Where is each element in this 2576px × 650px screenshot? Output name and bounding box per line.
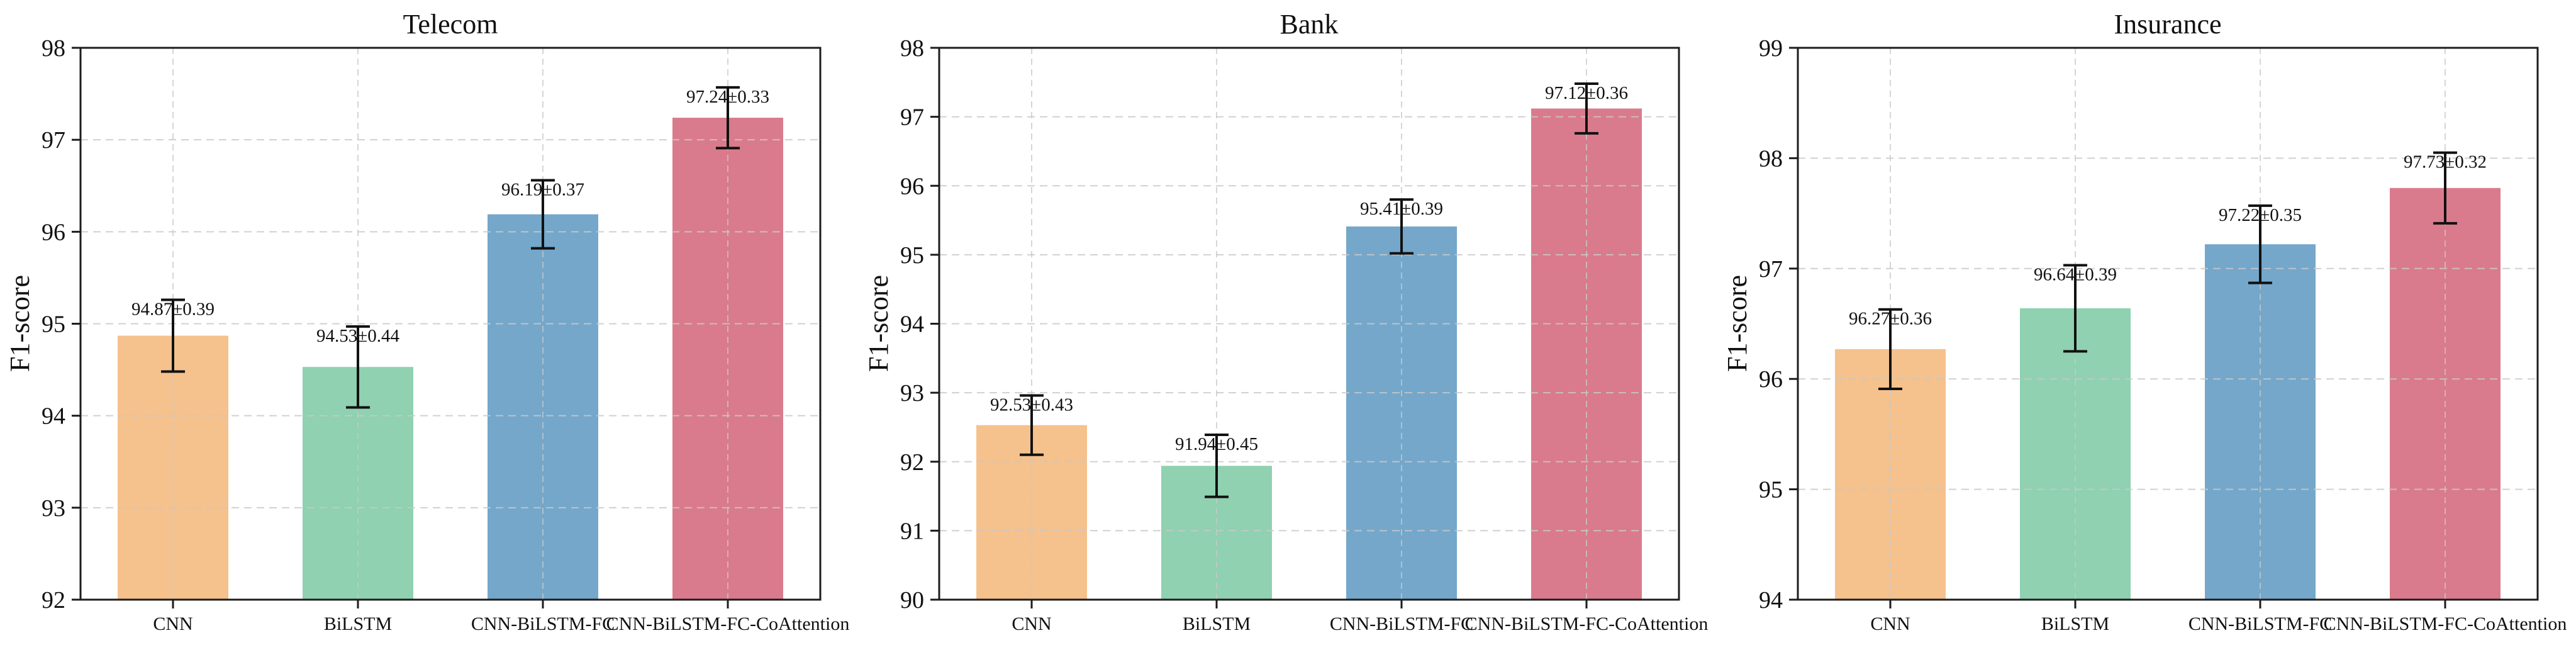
bar-value-label: 91.94±0.45 bbox=[1175, 434, 1258, 454]
x-tick-label: CNN-BiLSTM-FC-CoAttention bbox=[606, 614, 850, 634]
x-tick-label: BiLSTM bbox=[324, 614, 392, 634]
y-tick-label: 99 bbox=[1759, 35, 1783, 62]
x-tick-label: BiLSTM bbox=[1183, 614, 1251, 634]
chart-title-insurance: Insurance bbox=[2114, 9, 2222, 40]
x-tick-label: CNN-BiLSTM-FC-CoAttention bbox=[1465, 614, 1709, 634]
telecom-bar-chart: 94.87±0.39 94.53±0.44 96.19±0.37 97.24±0.33… bbox=[42, 35, 850, 634]
y-tick-label: 95 bbox=[900, 242, 924, 269]
x-tick-label: CNN-BiLSTM-FC-CoAttention bbox=[2324, 614, 2567, 634]
y-tick-label: 91 bbox=[900, 518, 924, 544]
bar-value-label: 95.41±0.39 bbox=[1360, 199, 1443, 219]
y-tick-label: 95 bbox=[1759, 477, 1783, 503]
y-tick-label: 92 bbox=[900, 449, 924, 476]
bar-value-label: 97.12±0.36 bbox=[1545, 83, 1628, 103]
y-tick-label: 96 bbox=[42, 219, 65, 245]
bank-bar-chart: 92.53±0.43 91.94±0.45 95.41±0.39 97.12±0.36… bbox=[900, 35, 1709, 634]
insurance-bar-chart: 96.27±0.36 96.64±0.39 97.22±0.35 97.73±0.32… bbox=[1759, 35, 2567, 634]
y-tick-label: 93 bbox=[42, 495, 65, 522]
y-tick-label: 94 bbox=[900, 311, 924, 338]
y-tick-label: 97 bbox=[1759, 256, 1783, 283]
x-tick-label: CNN-BiLSTM-FC bbox=[1330, 614, 1473, 634]
chart-title-telecom: Telecom bbox=[403, 9, 498, 40]
plot-border bbox=[1797, 47, 2539, 601]
bar-value-label: 97.22±0.35 bbox=[2219, 205, 2302, 225]
y-tick-label: 95 bbox=[42, 311, 65, 338]
y-tick-label: 98 bbox=[900, 35, 924, 62]
x-tick-label: CNN bbox=[1870, 614, 1910, 634]
y-tick-label: 92 bbox=[42, 587, 65, 614]
y-tick-label: 93 bbox=[900, 380, 924, 406]
x-tick-label: CNN bbox=[153, 614, 192, 634]
bar-value-label: 96.27±0.36 bbox=[1849, 309, 1932, 329]
bar-value-label: 96.64±0.39 bbox=[2034, 265, 2117, 285]
x-tick-label: CNN-BiLSTM-FC bbox=[471, 614, 615, 634]
bar-value-label: 97.73±0.32 bbox=[2404, 152, 2487, 172]
y-tick-label: 98 bbox=[1759, 145, 1783, 172]
y-tick-label: 96 bbox=[900, 173, 924, 199]
bar-value-label: 96.19±0.37 bbox=[501, 179, 584, 199]
y-tick-label: 97 bbox=[900, 104, 924, 131]
y-tick-label: 98 bbox=[42, 35, 65, 62]
chart-title-bank: Bank bbox=[1280, 9, 1339, 40]
bar-value-label: 97.24±0.33 bbox=[686, 87, 769, 107]
y-tick-label: 96 bbox=[1759, 366, 1783, 393]
bar-value-label: 94.53±0.44 bbox=[316, 326, 399, 346]
x-tick-label: BiLSTM bbox=[2041, 614, 2109, 634]
panel-telecom: Telecom F1-score 94.87±0.39 94.53±0.44 96.… bbox=[0, 0, 859, 650]
bar-value-label: 92.53±0.43 bbox=[990, 395, 1073, 415]
y-tick-label: 90 bbox=[900, 587, 924, 614]
panel-insurance: Insurance F1-score 96.27±0.36 96.64±0.39 9… bbox=[1717, 0, 2576, 650]
y-tick-label: 97 bbox=[42, 127, 65, 154]
x-tick-label: CNN bbox=[1012, 614, 1051, 634]
panel-bank: Bank F1-score 92.53±0.43 91.94±0.45 95.41±… bbox=[859, 0, 1717, 650]
bar-value-label: 94.87±0.39 bbox=[131, 299, 215, 319]
x-tick-label: CNN-BiLSTM-FC bbox=[2188, 614, 2332, 634]
y-tick-label: 94 bbox=[42, 403, 65, 430]
y-tick-label: 94 bbox=[1759, 587, 1783, 614]
